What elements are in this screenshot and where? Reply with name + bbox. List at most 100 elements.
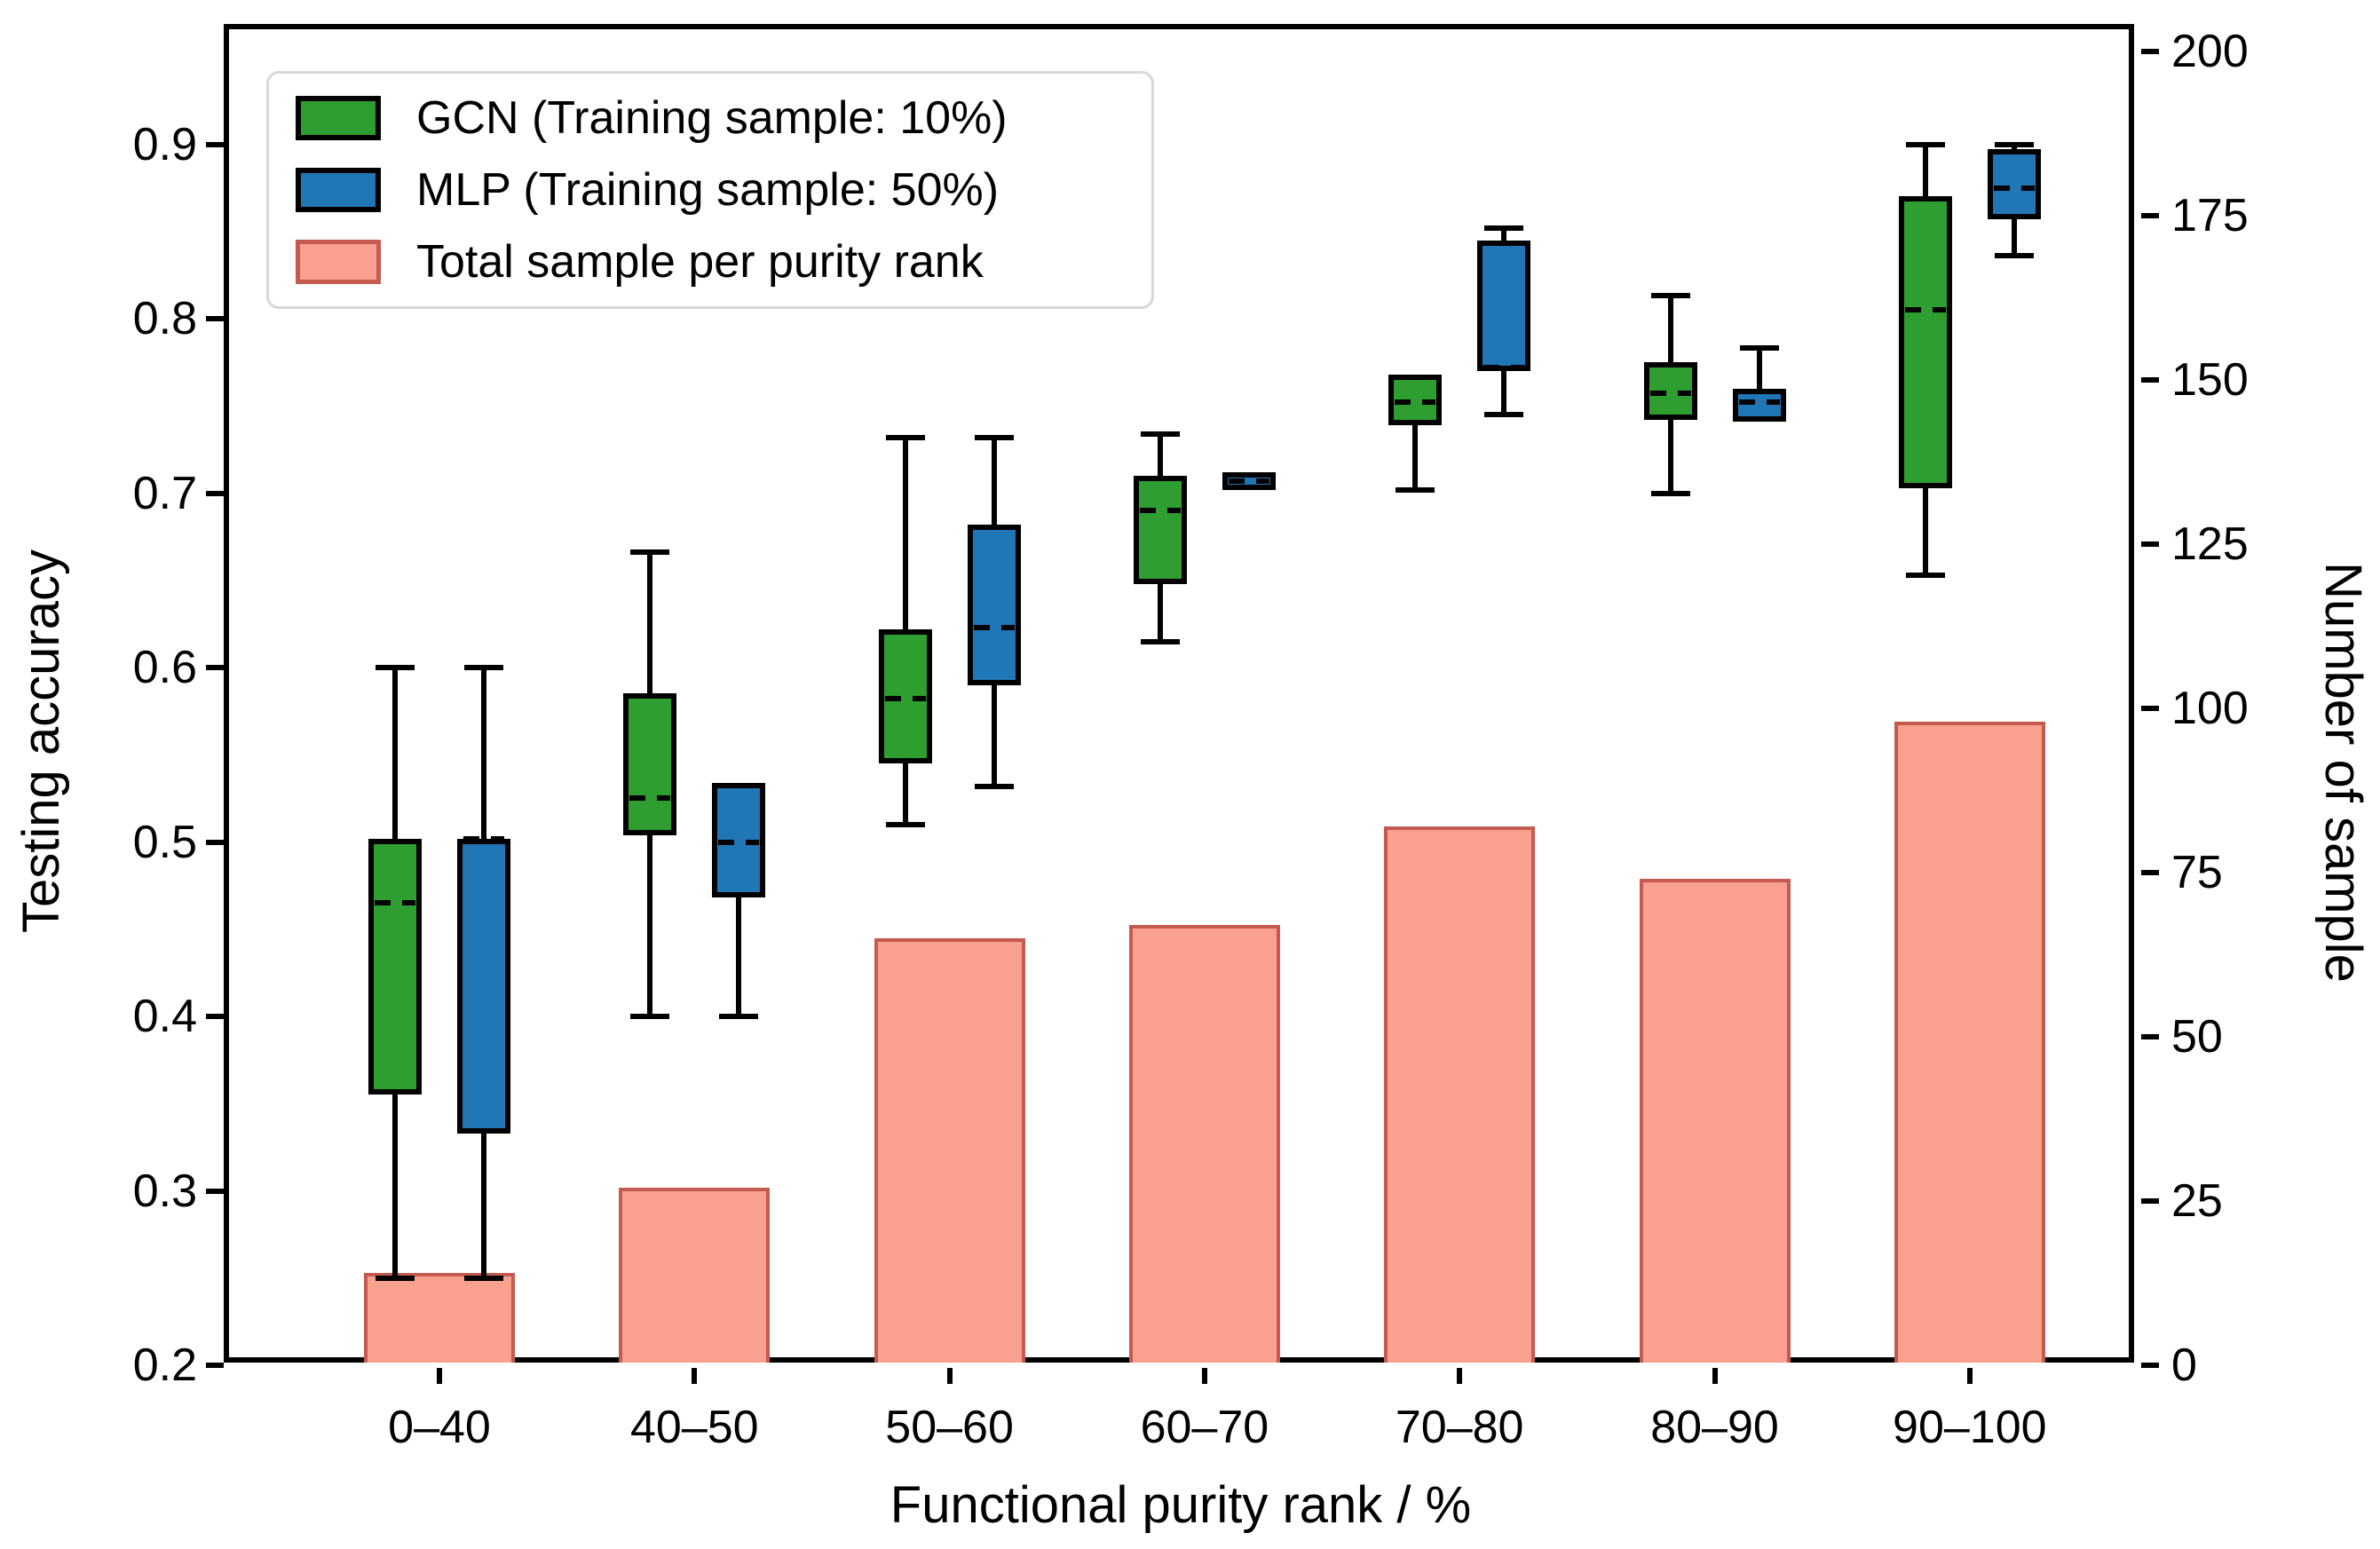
whisker-cap-lower (719, 1014, 759, 1019)
y-left-tick (206, 490, 224, 496)
whisker-cap-upper (630, 549, 670, 556)
y-left-tick-label: 0.2 (132, 1340, 197, 1391)
sample-count-bar (1639, 879, 1791, 1363)
x-tick (946, 1368, 953, 1384)
box-gcn (1133, 475, 1187, 584)
y-left-tick (206, 665, 224, 670)
y-right-tick (2141, 541, 2159, 547)
whisker-cap-lower (1994, 253, 2034, 259)
median-line (1395, 399, 1436, 406)
y-right-tick-label: 125 (2171, 518, 2249, 570)
legend-swatch-icon (296, 167, 381, 212)
median-line (1649, 391, 1691, 397)
whisker-cap-upper (1739, 345, 1779, 352)
whisker-upper (1922, 144, 1928, 197)
y-right-tick (2141, 49, 2159, 54)
whisker-cap-upper (1140, 431, 1180, 437)
median-line (1738, 399, 1780, 406)
sample-count-bar (1384, 826, 1536, 1363)
median-line (1139, 508, 1181, 514)
median-line (1483, 365, 1525, 371)
y-left-tick-label: 0.5 (132, 816, 197, 868)
whisker-upper (1667, 296, 1673, 363)
x-tick (692, 1368, 698, 1384)
y-left-tick (206, 1188, 224, 1194)
whisker-cap-lower (630, 1014, 670, 1019)
x-tick (1966, 1368, 1973, 1384)
y-right-tick (2141, 1034, 2159, 1039)
x-tick (1712, 1368, 1718, 1384)
y-right-tick-label: 175 (2171, 190, 2249, 241)
y-right-tick (2141, 870, 2159, 875)
box-mlp (457, 838, 510, 1134)
box-mlp (1477, 240, 1531, 371)
whisker-cap-upper (885, 434, 925, 440)
whisker-lower (1667, 419, 1673, 494)
median-line (1904, 307, 1946, 313)
sample-count-bar (619, 1188, 771, 1363)
legend-swatch-icon (296, 239, 381, 284)
whisker-upper (481, 668, 486, 839)
legend-label: Total sample per purity rank (416, 235, 984, 288)
legend-item: Total sample per purity rank (296, 235, 1143, 288)
whisker-cap-upper (1994, 141, 2034, 147)
y-left-tick-label: 0.4 (132, 991, 197, 1042)
y-left-tick (206, 839, 224, 845)
x-tick (1201, 1368, 1207, 1384)
y-right-tick (2141, 377, 2159, 383)
y-left-tick-label: 0.7 (132, 467, 197, 519)
whisker-cap-lower (1396, 486, 1435, 493)
whisker-lower (1501, 370, 1507, 415)
legend-label: GCN (Training sample: 10%) (416, 92, 1008, 145)
whisker-cap-lower (464, 1275, 503, 1281)
x-tick-label: 0–40 (388, 1402, 491, 1453)
y-left-tick (206, 1363, 224, 1368)
x-tick (437, 1368, 442, 1384)
box-gcn (368, 838, 422, 1095)
box-gcn (623, 693, 677, 835)
y-left-tick (206, 141, 224, 147)
whisker-lower (647, 834, 653, 1016)
median-line (1993, 185, 2035, 191)
median-line (629, 795, 671, 802)
whisker-cap-lower (885, 821, 925, 827)
median-line (718, 839, 760, 845)
x-axis-label: Functional purity rank / % (890, 1476, 1472, 1534)
whisker-upper (392, 668, 398, 839)
whisker-upper (647, 552, 653, 694)
x-tick-label: 80–90 (1650, 1402, 1779, 1453)
whisker-cap-upper (464, 665, 503, 670)
y-left-tick (206, 316, 224, 321)
whisker-cap-lower (376, 1275, 415, 1281)
legend: GCN (Training sample: 10%) MLP (Training … (266, 71, 1154, 309)
y-right-tick-label: 50 (2171, 1011, 2223, 1063)
whisker-lower (2011, 218, 2017, 257)
legend-item: MLP (Training sample: 50%) (296, 163, 1143, 217)
whisker-upper (1756, 348, 1762, 389)
y-right-tick (2141, 1363, 2159, 1368)
sample-count-bar (364, 1273, 515, 1363)
whisker-upper (991, 437, 997, 525)
y-axis-label-right: Number of sample (2314, 562, 2372, 983)
whisker-lower (1412, 424, 1419, 490)
y-left-tick-label: 0.3 (132, 1165, 197, 1217)
whisker-cap-upper (1484, 225, 1524, 231)
x-tick-label: 40–50 (629, 1402, 759, 1453)
box-mlp (967, 524, 1021, 685)
sample-count-bar (1894, 721, 2045, 1363)
median-line (973, 624, 1015, 630)
whisker-lower (481, 1133, 486, 1278)
whisker-cap-upper (1650, 293, 1690, 299)
whisker-cap-lower (1140, 638, 1180, 644)
y-left-tick-label: 0.9 (132, 118, 197, 170)
sample-count-bar (1128, 925, 1280, 1363)
y-axis-label-left: Testing accuracy (12, 549, 70, 933)
whisker-cap-lower (1905, 572, 1945, 578)
whisker-lower (1922, 487, 1928, 575)
legend-swatch-icon (296, 96, 381, 141)
y-right-tick-label: 25 (2171, 1175, 2223, 1227)
whisker-cap-upper (974, 434, 1014, 440)
legend-label: MLP (Training sample: 50%) (416, 163, 1000, 216)
whisker-cap-upper (1905, 141, 1945, 147)
y-right-tick-label: 150 (2171, 354, 2249, 406)
